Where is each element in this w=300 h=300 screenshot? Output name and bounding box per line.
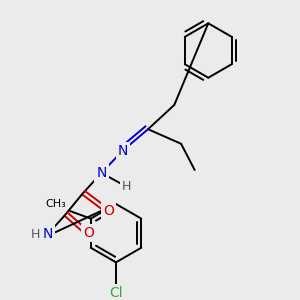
Text: O: O	[83, 226, 94, 240]
Text: N: N	[43, 227, 53, 241]
Text: CH₃: CH₃	[46, 199, 67, 209]
Text: H: H	[31, 228, 40, 241]
Text: N: N	[118, 144, 128, 158]
Text: O: O	[103, 204, 114, 218]
Text: Cl: Cl	[109, 286, 123, 300]
Text: H: H	[122, 180, 131, 193]
Text: N: N	[96, 166, 106, 180]
